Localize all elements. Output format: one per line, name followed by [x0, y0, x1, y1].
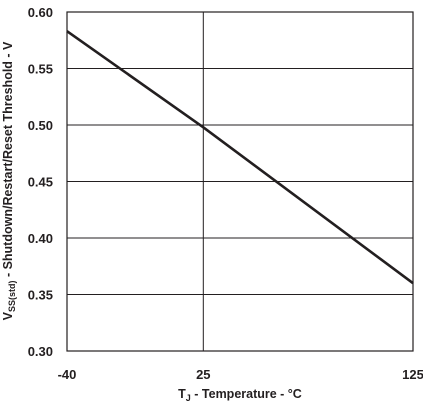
y-axis-title: VSS(std) - Shutdown/Restart/Reset Thresh…: [1, 41, 17, 320]
y-tick-label-2: 0.40: [28, 231, 53, 246]
x-tick-labels: -40 25 125: [58, 367, 423, 382]
x-tick-label-2: 125: [402, 367, 423, 382]
x-tick-label-0: -40: [58, 367, 77, 382]
y-tick-labels: 0.30 0.35 0.40 0.45 0.50 0.55 0.60: [28, 5, 53, 359]
y-tick-label-3: 0.45: [28, 175, 53, 190]
y-tick-label-5: 0.55: [28, 62, 53, 77]
x-axis-title: TJ - Temperature - °C: [178, 387, 302, 403]
plot-frame: [66, 11, 414, 352]
x-tick-label-1: 25: [196, 367, 210, 382]
grid: [67, 12, 413, 351]
series-layer: [66, 30, 414, 285]
y-tick-label-0: 0.30: [28, 344, 53, 359]
y-tick-label-4: 0.50: [28, 118, 53, 133]
series-line-0: [66, 30, 414, 285]
y-tick-label-6: 0.60: [28, 5, 53, 20]
y-tick-label-1: 0.35: [28, 288, 53, 303]
